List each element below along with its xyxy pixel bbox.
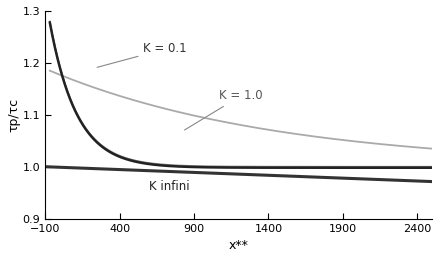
X-axis label: x**: x** [229, 239, 249, 252]
Text: K = 0.1: K = 0.1 [97, 42, 187, 67]
Text: K = 1.0: K = 1.0 [184, 89, 263, 130]
Y-axis label: τp/τc: τp/τc [7, 98, 20, 132]
Text: K infini: K infini [150, 179, 190, 192]
